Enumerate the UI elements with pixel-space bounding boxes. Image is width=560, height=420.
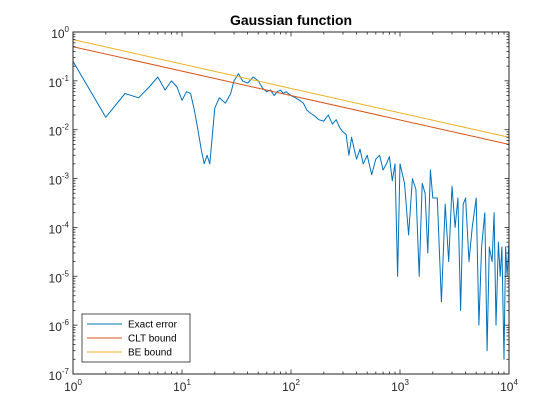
y-tick-label: 10-4 [49,220,70,236]
x-tick-label: 102 [282,378,300,394]
x-tick-label: 104 [500,378,518,394]
series-line-2 [73,39,509,138]
legend-label-1: CLT bound [128,334,177,345]
series-line-1 [73,46,509,145]
y-tick-label: 10-2 [49,123,70,139]
chart-title: Gaussian function [230,12,352,28]
plot-frame [72,31,510,375]
y-tick-label: 10-7 [49,367,70,383]
y-tick-label: 10-3 [49,172,70,188]
legend-label-0: Exact error [128,320,178,331]
ticks-layer: 100 101 102 103 104 10-7 10-6 10-5 10-4 10-3 10-2 1… [49,25,519,394]
y-tick-label: 10-6 [49,318,70,334]
series-layer [73,39,509,360]
legend-label-2: BE bound [128,348,172,359]
x-tick-label: 100 [64,378,82,394]
x-tick-label: 101 [173,378,191,394]
y-tick-label: 100 [51,25,69,41]
series-line-0 [73,61,509,360]
legend-box [81,313,191,363]
legend: Exact error CLT bound BE bound [81,313,191,363]
x-tick-label: 103 [391,378,409,394]
y-tick-label: 10-5 [49,269,70,285]
y-tick-label: 10-1 [49,74,70,90]
